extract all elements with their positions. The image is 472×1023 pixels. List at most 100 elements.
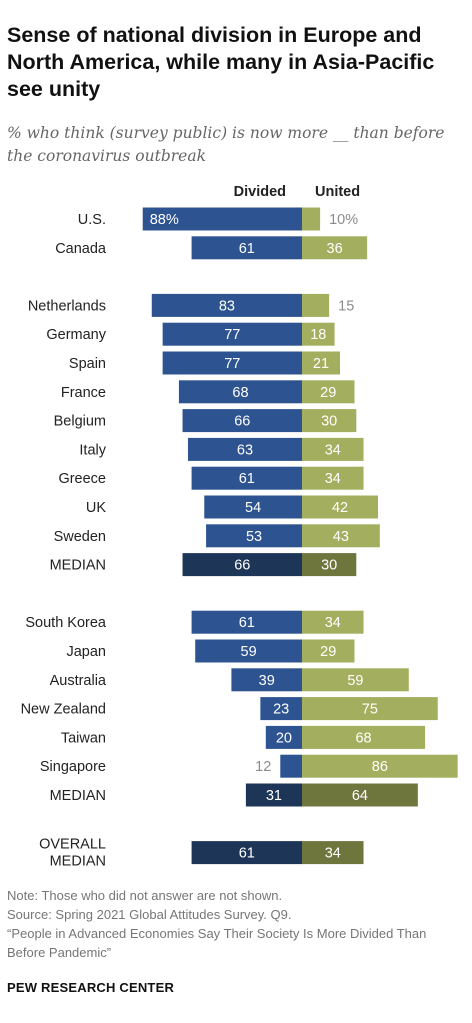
value-united-australia-2: 59	[347, 673, 363, 689]
value-divided-japan-2: 59	[241, 644, 257, 660]
bar-divided-u-s-0	[142, 207, 302, 231]
value-divided-greece-1: 61	[239, 471, 255, 487]
row-label-overall-median-3: OVERALL MEDIAN	[39, 837, 106, 870]
value-divided-median-1: 66	[234, 558, 250, 574]
row-label-spain-1: Spain	[69, 356, 106, 372]
bar-divided-sweden-1	[206, 524, 302, 548]
bar-divided-netherlands-1	[151, 293, 302, 317]
bar-divided-median-1	[182, 553, 302, 577]
value-united-taiwan-2: 68	[355, 730, 371, 746]
row-label-sweden-1: Sweden	[54, 529, 106, 545]
bar-divided-singapore-2	[280, 754, 302, 778]
legend-united: United	[315, 184, 360, 200]
value-divided-overall-median-3: 61	[239, 846, 255, 862]
value-divided-canada-0: 61	[239, 241, 255, 257]
chart-notes: Note: Those who did not answer are not s…	[7, 886, 467, 962]
row-label-median-2: MEDIAN	[50, 788, 106, 804]
value-united-median-2: 64	[352, 788, 368, 804]
diverging-bar-chart: Divided United U.S. 88% 10% Canada 61 36 Netherl…	[21, 184, 458, 870]
value-divided-spain-1: 77	[224, 356, 240, 372]
value-divided-taiwan-2: 20	[276, 730, 292, 746]
bar-united-netherlands-1	[302, 293, 330, 317]
value-united-greece-1: 34	[325, 471, 341, 487]
value-united-japan-2: 29	[320, 644, 336, 660]
value-united-overall-median-3: 34	[325, 846, 341, 862]
bar-united-singapore-2	[302, 754, 458, 778]
row-label-u-s-0: U.S.	[78, 212, 106, 228]
bar-united-greece-1	[302, 466, 364, 490]
value-united-sweden-1: 43	[333, 529, 349, 545]
bar-united-median-1	[302, 553, 357, 577]
row-label-australia-2: Australia	[50, 673, 107, 689]
value-divided-south-korea-2: 61	[239, 615, 255, 631]
value-united-uk-1: 42	[332, 500, 348, 516]
bar-united-japan-2	[302, 639, 355, 663]
value-divided-france-1: 68	[232, 385, 248, 401]
value-united-south-korea-2: 34	[325, 615, 341, 631]
value-united-belgium-1: 30	[321, 414, 337, 430]
row-label-netherlands-1: Netherlands	[28, 298, 106, 314]
value-divided-netherlands-1: 83	[219, 298, 235, 314]
bar-divided-germany-1	[162, 322, 302, 346]
bar-divided-france-1	[178, 380, 302, 404]
value-divided-germany-1: 77	[224, 327, 240, 343]
bar-divided-australia-2	[231, 668, 302, 692]
bar-divided-belgium-1	[182, 409, 302, 433]
bar-united-australia-2	[302, 668, 409, 692]
bar-divided-canada-0	[191, 236, 302, 260]
value-united-median-1: 30	[321, 558, 337, 574]
report-title-text: “People in Advanced Economies Say Their …	[7, 926, 427, 960]
bar-divided-italy-1	[187, 437, 302, 461]
bar-united-taiwan-2	[302, 725, 426, 749]
row-label-taiwan-2: Taiwan	[61, 730, 106, 746]
bar-divided-overall-median-3	[191, 841, 302, 865]
value-divided-singapore-2: 12	[255, 759, 271, 775]
value-divided-new-zealand-2: 23	[273, 702, 289, 718]
bar-united-south-korea-2	[302, 610, 364, 634]
row-label-south-korea-2: South Korea	[25, 615, 107, 631]
bar-divided-taiwan-2	[265, 725, 302, 749]
row-label-uk-1: UK	[86, 500, 106, 516]
source-text: Source: Spring 2021 Global Attitudes Sur…	[7, 907, 292, 922]
bar-united-median-2	[302, 783, 418, 807]
bar-united-germany-1	[302, 322, 335, 346]
value-united-u-s-0: 10%	[329, 212, 358, 228]
row-label-belgium-1: Belgium	[54, 414, 106, 430]
bar-united-u-s-0	[302, 207, 321, 231]
row-label-singapore-2: Singapore	[40, 759, 106, 775]
value-united-canada-0: 36	[327, 241, 343, 257]
bar-divided-greece-1	[191, 466, 302, 490]
value-united-singapore-2: 86	[372, 759, 388, 775]
bar-united-uk-1	[302, 495, 379, 519]
value-united-germany-1: 18	[310, 327, 326, 343]
bar-divided-uk-1	[204, 495, 302, 519]
row-label-france-1: France	[61, 385, 106, 401]
value-united-netherlands-1: 15	[338, 298, 354, 314]
chart-title: Sense of national division in Europe and…	[7, 23, 435, 101]
legend-divided: Divided	[234, 184, 286, 200]
row-label-italy-1: Italy	[79, 442, 106, 458]
bar-united-canada-0	[302, 236, 368, 260]
bar-united-spain-1	[302, 351, 341, 375]
bar-divided-spain-1	[162, 351, 302, 375]
value-divided-australia-2: 39	[259, 673, 275, 689]
value-united-italy-1: 34	[325, 442, 341, 458]
note-text: Note: Those who did not answer are not s…	[7, 888, 283, 903]
row-label-new-zealand-2: New Zealand	[21, 702, 106, 718]
value-united-new-zealand-2: 75	[362, 702, 378, 718]
bar-united-sweden-1	[302, 524, 380, 548]
value-divided-sweden-1: 53	[246, 529, 262, 545]
bar-divided-median-2	[245, 783, 302, 807]
row-label-greece-1: Greece	[58, 471, 106, 487]
bar-united-new-zealand-2	[302, 697, 438, 721]
row-label-japan-2: Japan	[66, 644, 106, 660]
row-label-canada-0: Canada	[55, 241, 107, 257]
bar-united-overall-median-3	[302, 841, 364, 865]
value-united-france-1: 29	[320, 385, 336, 401]
bar-divided-south-korea-2	[191, 610, 302, 634]
bar-united-belgium-1	[302, 409, 357, 433]
value-divided-belgium-1: 66	[234, 414, 250, 430]
value-divided-median-2: 31	[266, 788, 282, 804]
bar-divided-new-zealand-2	[260, 697, 302, 721]
bar-united-france-1	[302, 380, 355, 404]
